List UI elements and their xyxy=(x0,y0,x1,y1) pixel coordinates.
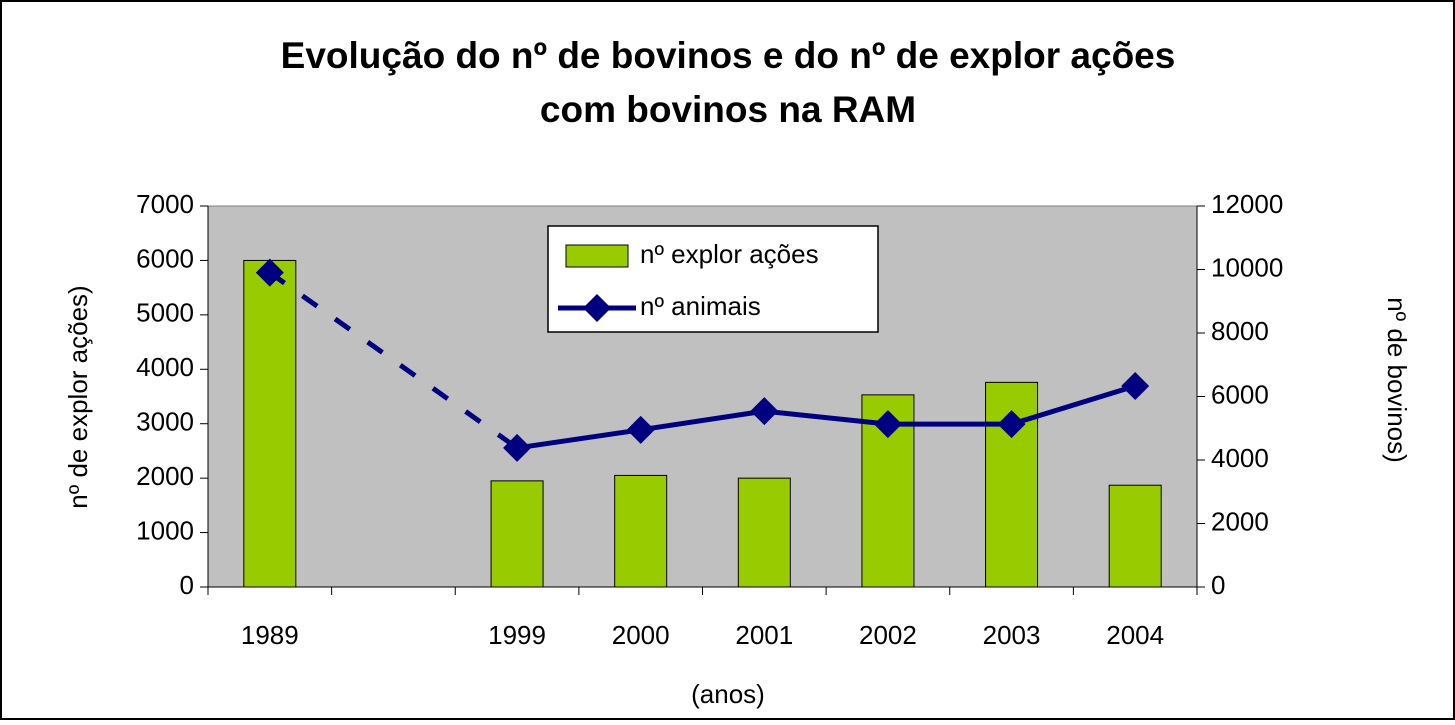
bar xyxy=(243,259,297,588)
bar xyxy=(737,477,791,588)
line-marker xyxy=(626,415,655,444)
line xyxy=(516,383,1136,451)
x-tick-label: 2003 xyxy=(983,620,1041,650)
x-axis-label: (anos) xyxy=(691,679,765,709)
legend-label: nº animais xyxy=(640,291,761,321)
y2-tick-label: 10000 xyxy=(1211,252,1283,282)
y2-tick-label: 0 xyxy=(1211,570,1225,600)
y-tick-label: 0 xyxy=(180,570,194,600)
y-axis-label: nº de explor ações) xyxy=(63,285,93,508)
x-tick-label: 2004 xyxy=(1106,620,1164,650)
gap-bridge xyxy=(268,270,519,450)
line-marker xyxy=(750,397,779,426)
y2-tick-label: 8000 xyxy=(1211,316,1269,346)
line-marker xyxy=(997,410,1026,439)
y2-axis-label: nº de bovinos) xyxy=(1382,297,1412,463)
legend-swatch xyxy=(565,244,629,268)
x-tick-label: 2002 xyxy=(859,620,917,650)
y2-tick-label: 6000 xyxy=(1211,379,1269,409)
y-tick-label: 7000 xyxy=(136,189,194,219)
x-tick-label: 2000 xyxy=(612,620,670,650)
bar xyxy=(1108,484,1162,588)
bar xyxy=(490,480,544,588)
y-tick-label: 6000 xyxy=(136,243,194,273)
x-tick-label: 2001 xyxy=(735,620,793,650)
x-tick-label: 1989 xyxy=(241,620,299,650)
chart-title: com bovinos na RAM xyxy=(540,89,916,130)
bar xyxy=(614,474,668,588)
line-marker xyxy=(255,258,284,287)
y2-tick-label: 4000 xyxy=(1211,443,1269,473)
chart-title: Evolução do nº de bovinos e do nº de exp… xyxy=(281,35,1176,76)
line-marker xyxy=(503,433,532,462)
y2-tick-label: 2000 xyxy=(1211,506,1269,536)
y-tick-label: 5000 xyxy=(136,298,194,328)
x-tick-label: 1999 xyxy=(488,620,546,650)
line-marker xyxy=(873,410,902,439)
y-tick-label: 4000 xyxy=(136,352,194,382)
y-tick-label: 2000 xyxy=(136,461,194,491)
legend-label: nº explor ações xyxy=(640,239,819,269)
y2-tick-label: 12000 xyxy=(1211,189,1283,219)
y-tick-label: 3000 xyxy=(136,407,194,437)
legend-swatch xyxy=(583,294,611,322)
y-tick-label: 1000 xyxy=(136,515,194,545)
line-marker xyxy=(1121,372,1150,401)
